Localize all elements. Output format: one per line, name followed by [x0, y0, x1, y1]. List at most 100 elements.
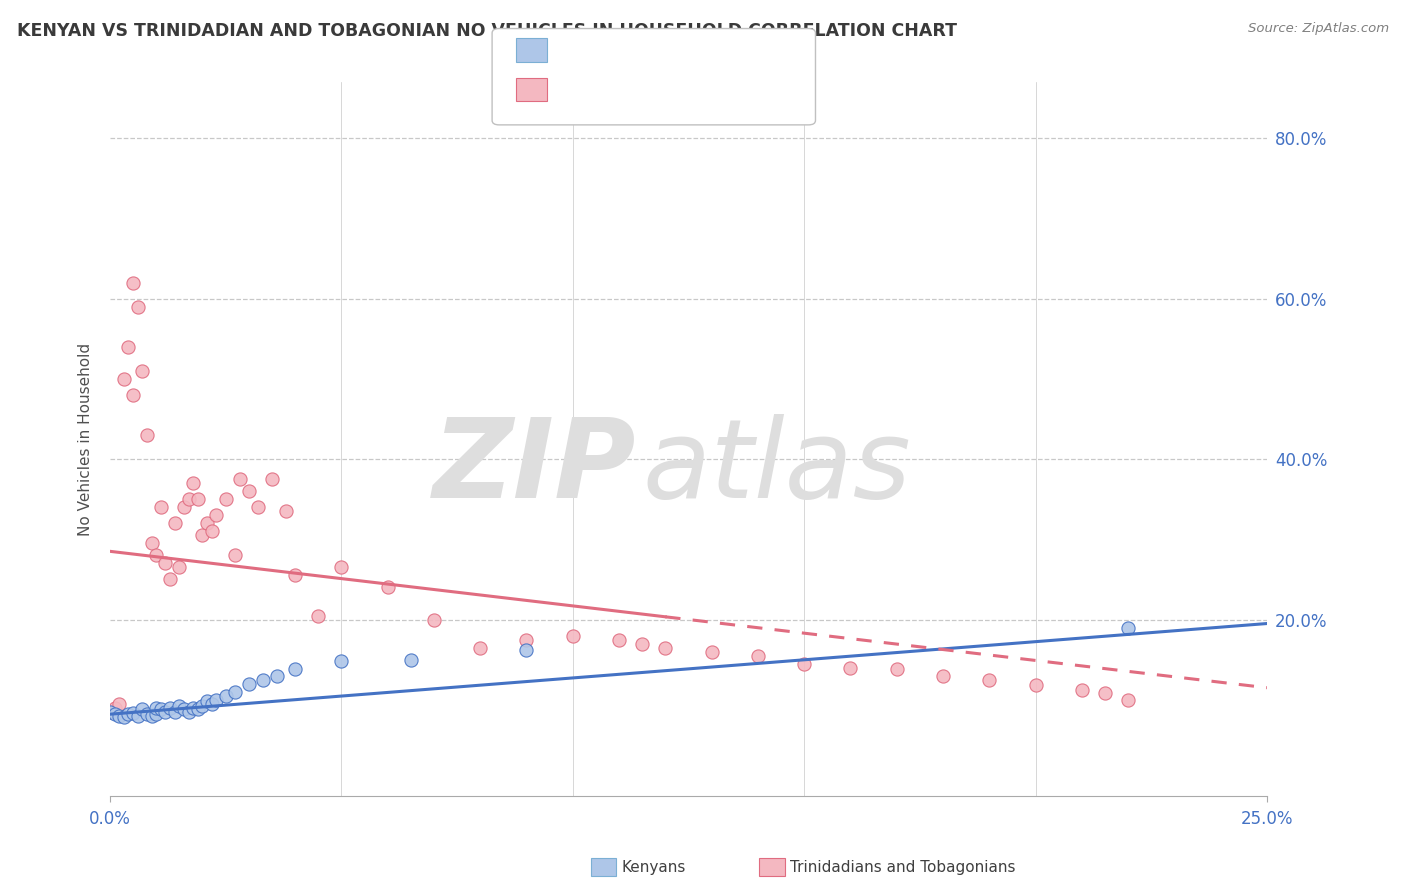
Point: [159, 700, 181, 714]
Point: [214, 689, 236, 703]
Text: atlas: atlas: [643, 414, 911, 521]
Point: [330, 560, 353, 574]
Point: [141, 708, 163, 723]
Point: [423, 613, 446, 627]
Point: [173, 702, 195, 716]
Point: [228, 472, 250, 486]
Point: [136, 707, 159, 722]
Point: [793, 657, 815, 671]
Point: [224, 684, 246, 698]
Point: [163, 705, 186, 719]
Point: [307, 608, 329, 623]
Point: [224, 549, 246, 563]
Point: [1070, 683, 1092, 698]
Point: [136, 428, 159, 442]
Point: [886, 662, 908, 676]
Point: [159, 573, 181, 587]
Point: [177, 705, 200, 719]
Point: [932, 668, 955, 682]
Point: [122, 388, 145, 402]
Text: N = 35: N = 35: [717, 42, 773, 56]
Point: [122, 276, 145, 290]
Point: [141, 536, 163, 550]
Point: [205, 692, 228, 706]
Point: [191, 699, 214, 714]
Y-axis label: No Vehicles in Household: No Vehicles in Household: [79, 343, 93, 535]
Point: [377, 581, 399, 595]
Point: [112, 372, 135, 386]
Point: [145, 700, 167, 714]
Point: [201, 697, 224, 711]
Point: [700, 645, 723, 659]
Point: [98, 705, 121, 719]
Point: [284, 662, 307, 676]
Point: [122, 706, 145, 721]
Text: R = -0.205: R = -0.205: [555, 81, 641, 95]
Point: [117, 707, 139, 722]
Point: [177, 492, 200, 507]
Point: [131, 364, 153, 378]
Point: [127, 708, 149, 723]
Point: [127, 300, 149, 314]
Point: [247, 500, 270, 515]
Point: [238, 676, 260, 690]
Point: [1116, 621, 1139, 635]
Text: N = 54: N = 54: [717, 81, 773, 95]
Point: [173, 500, 195, 515]
Point: [654, 640, 676, 655]
Point: [979, 673, 1001, 687]
Point: [131, 702, 153, 716]
Point: [145, 707, 167, 722]
Point: [201, 524, 224, 539]
Point: [149, 702, 172, 716]
Point: [260, 472, 283, 486]
Point: [205, 508, 228, 523]
Point: [1094, 686, 1116, 700]
Point: [149, 500, 172, 515]
Point: [284, 568, 307, 582]
Point: [839, 661, 862, 675]
Point: [163, 516, 186, 531]
Point: [470, 640, 492, 655]
Point: [103, 700, 125, 714]
Point: [747, 648, 769, 663]
Point: [631, 637, 654, 651]
Text: Kenyans: Kenyans: [621, 860, 686, 874]
Text: KENYAN VS TRINIDADIAN AND TOBAGONIAN NO VEHICLES IN HOUSEHOLD CORRELATION CHART: KENYAN VS TRINIDADIAN AND TOBAGONIAN NO …: [17, 22, 957, 40]
Point: [399, 653, 422, 667]
Point: [169, 699, 191, 714]
Point: [274, 504, 297, 518]
Point: [181, 700, 204, 714]
Point: [238, 484, 260, 499]
Point: [561, 629, 583, 643]
Point: [112, 710, 135, 724]
Point: [108, 697, 131, 711]
Point: [103, 707, 125, 722]
Point: [108, 708, 131, 723]
Point: [1116, 692, 1139, 706]
Point: [145, 549, 167, 563]
Point: [187, 492, 209, 507]
Point: [252, 673, 274, 687]
Point: [515, 643, 537, 657]
Point: [330, 654, 353, 668]
Point: [98, 705, 121, 719]
Point: [1024, 678, 1046, 692]
Text: ZIP: ZIP: [433, 414, 637, 521]
Text: Source: ZipAtlas.com: Source: ZipAtlas.com: [1249, 22, 1389, 36]
Text: Trinidadians and Tobagonians: Trinidadians and Tobagonians: [790, 860, 1015, 874]
Point: [191, 528, 214, 542]
Point: [607, 632, 630, 647]
Point: [515, 632, 537, 647]
Point: [187, 702, 209, 716]
Point: [155, 557, 177, 571]
Point: [195, 694, 218, 708]
Point: [117, 340, 139, 354]
Point: [195, 516, 218, 531]
Point: [155, 705, 177, 719]
Text: R =  0.323: R = 0.323: [555, 42, 641, 56]
Point: [169, 560, 191, 574]
Point: [214, 492, 236, 507]
Point: [181, 476, 204, 491]
Point: [266, 668, 288, 682]
